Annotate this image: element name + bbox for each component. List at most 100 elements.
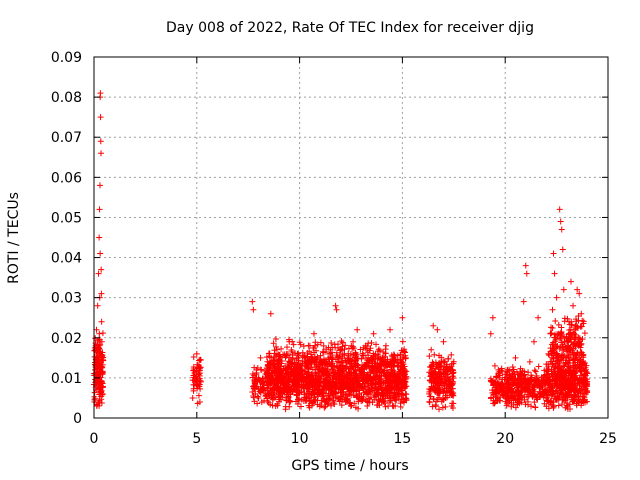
x-tick-label: 20 [496,431,514,447]
data-point-marker [332,380,339,387]
data-point-marker [278,390,285,397]
data-point-marker [195,392,202,399]
data-point-marker [98,396,105,403]
data-point-marker [524,386,531,393]
data-point-marker [280,387,287,394]
data-point-marker [302,394,309,401]
data-point-marker [446,378,453,385]
data-point-marker [581,330,588,337]
data-point-marker [570,302,577,309]
data-point-marker [358,366,365,373]
data-point-marker [333,306,340,313]
data-point-marker [332,302,339,309]
data-point-marker [337,385,344,392]
data-point-marker [368,339,375,346]
data-point-marker [358,395,365,402]
data-point-marker [560,391,567,398]
data-point-marker [304,353,311,360]
y-tick-label: 0.09 [51,50,82,66]
data-point-marker [390,373,397,380]
data-point-marker [190,381,197,388]
data-point-marker [278,345,285,352]
data-point-marker [93,402,100,409]
data-point-marker [306,402,313,409]
data-point-marker [560,286,567,293]
data-point-marker [353,393,360,400]
data-point-marker [273,346,280,353]
data-point-marker [316,355,323,362]
data-point-marker [432,359,439,366]
data-point-marker [366,386,373,393]
data-point-marker [440,338,447,345]
data-point-marker [257,383,264,390]
data-point-marker [322,358,329,365]
data-point-marker [561,333,568,340]
data-point-marker [99,369,106,376]
y-tick-label: 0.03 [51,291,82,307]
data-point-marker [374,364,381,371]
data-point-marker [496,374,503,381]
data-point-marker [436,364,443,371]
data-point-marker [531,399,538,406]
data-point-marker [273,372,280,379]
data-point-marker [543,397,550,404]
data-point-marker [387,326,394,333]
data-point-marker [329,366,336,373]
data-point-marker [558,339,565,346]
data-point-marker [298,403,305,410]
data-point-marker [370,353,377,360]
data-point-marker [553,294,560,301]
data-point-marker [548,330,555,337]
data-point-marker [574,365,581,372]
data-point-marker [439,404,446,411]
data-point-marker [576,385,583,392]
data-point-marker [329,397,336,404]
data-point-marker [521,396,528,403]
data-point-marker [487,330,494,337]
data-point-marker [316,381,323,388]
data-point-marker [489,387,496,394]
data-point-marker [290,382,297,389]
data-point-marker [439,377,446,384]
data-point-marker [341,379,348,386]
data-point-marker [296,395,303,402]
data-point-marker [257,354,264,361]
data-point-marker [312,397,319,404]
data-point-marker [96,388,103,395]
data-points [91,90,591,413]
data-point-marker [296,369,303,376]
data-point-marker [436,406,443,413]
data-point-marker [514,395,521,402]
data-point-marker [278,376,285,383]
data-point-marker [98,354,105,361]
data-point-marker [353,385,360,392]
data-point-marker [543,372,550,379]
data-point-marker [549,361,556,368]
data-point-marker [321,404,328,411]
chart-title: Day 008 of 2022, Rate Of TEC Index for r… [166,20,534,36]
data-point-marker [516,392,523,399]
data-point-marker [270,392,277,399]
data-point-marker [494,395,501,402]
data-point-marker [399,379,406,386]
data-point-marker [357,346,364,353]
data-point-marker [559,396,566,403]
data-point-marker [553,350,560,357]
data-point-marker [334,367,341,374]
data-point-marker [512,354,519,361]
data-point-marker [426,369,433,376]
data-point-marker [434,326,441,333]
data-point-marker [272,366,279,373]
data-point-marker [336,376,343,383]
x-tick-label: 0 [90,431,99,447]
data-point-marker [326,372,333,379]
data-point-marker [563,354,570,361]
data-point-marker [517,365,524,372]
data-point-marker [306,388,313,395]
data-point-marker [96,330,103,337]
data-point-marker [544,375,551,382]
data-point-marker [327,390,334,397]
data-point-marker [344,375,351,382]
data-point-marker [555,353,562,360]
data-point-marker [361,369,368,376]
